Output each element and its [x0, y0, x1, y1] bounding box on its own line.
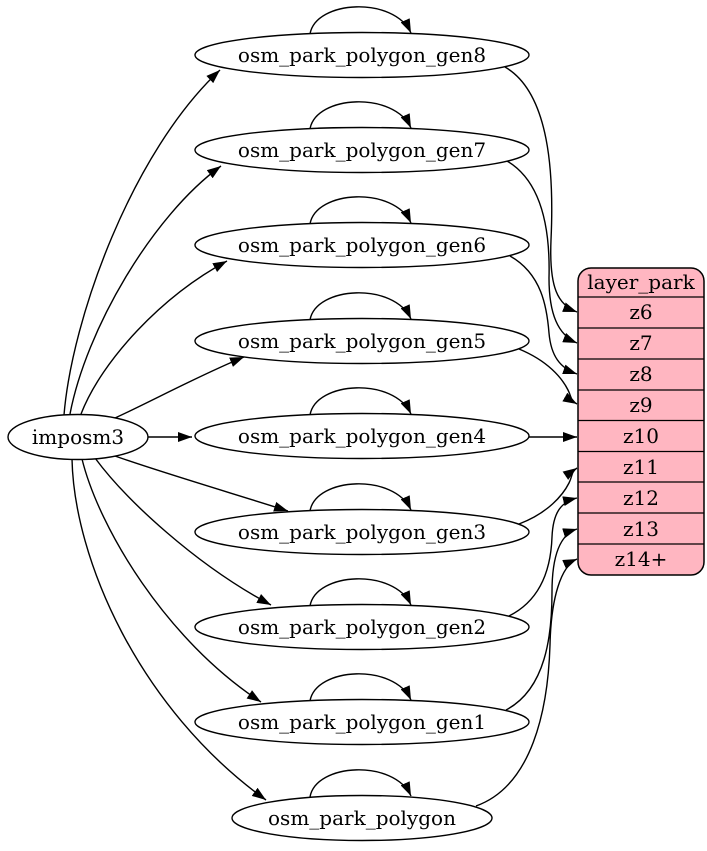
edge-imposm3-gen5	[114, 356, 245, 419]
imposm3-ellipse	[7, 413, 149, 461]
node-osm-park-polygon: osm_park_polygon	[231, 794, 493, 842]
self-loop-gen7	[309, 101, 412, 130]
gen4-label: osm_park_polygon_gen4	[238, 424, 486, 448]
row-label-z9: z9	[629, 393, 652, 417]
layer-park-title: layer_park	[587, 270, 695, 294]
gen1-label: osm_park_polygon_gen1	[238, 710, 486, 734]
node-osm-park-polygon-gen2: osm_park_polygon_gen2	[194, 603, 530, 651]
edge-imposm3-gen7	[69, 165, 222, 415]
gen2-ellipse	[194, 603, 530, 651]
self-loop-gen5	[309, 292, 412, 321]
row-label-z10: z10	[623, 424, 659, 448]
gen6-ellipse	[194, 221, 530, 269]
graph-nodes: imposm3 osm_park_polygon_gen8 osm_park_p…	[7, 31, 530, 842]
edge-gen6-z8	[509, 255, 578, 375]
gen3-label: osm_park_polygon_gen3	[238, 520, 486, 544]
gen1-ellipse	[194, 698, 530, 746]
row-label-z13: z13	[623, 517, 659, 541]
row-label-z11: z11	[623, 455, 659, 479]
self-loop-gen1	[309, 673, 412, 702]
edge-imposm3-gen1	[81, 458, 262, 703]
imposm3-label: imposm3	[32, 425, 124, 449]
gen4-ellipse	[194, 412, 530, 460]
gen5-label: osm_park_polygon_gen5	[238, 329, 486, 353]
gen8-ellipse	[194, 31, 530, 79]
row-label-z14plus: z14+	[615, 547, 668, 571]
edge-gen1-z13	[505, 528, 578, 711]
node-osm-park-polygon-gen6: osm_park_polygon_gen6	[194, 221, 530, 269]
polygon-ellipse	[231, 794, 493, 842]
gen8-label: osm_park_polygon_gen8	[238, 43, 486, 67]
edge-gen2-z12	[508, 496, 578, 617]
layer-park-table-dividers	[578, 296, 704, 545]
node-imposm3: imposm3	[7, 413, 149, 461]
gen5-ellipse	[194, 317, 530, 365]
edges-from-source	[63, 69, 289, 801]
edge-imposm3-gen8	[63, 69, 221, 416]
edge-gen8-z6	[504, 66, 578, 313]
node-osm-park-polygon-gen8: osm_park_polygon_gen8	[194, 31, 530, 79]
node-osm-park-polygon-gen1: osm_park_polygon_gen1	[194, 698, 530, 746]
layer-park-table: layer_park z6 z7 z8 z9 z10 z11 z12 z13 z…	[577, 267, 705, 576]
edge-imposm3-gen6	[80, 260, 228, 415]
node-osm-park-polygon-gen4: osm_park_polygon_gen4	[194, 412, 530, 460]
gen7-label: osm_park_polygon_gen7	[238, 138, 486, 162]
row-label-z6: z6	[629, 300, 652, 324]
edge-imposm3-gen3	[114, 455, 289, 512]
gen7-ellipse	[194, 126, 530, 174]
self-loop-polygon	[309, 769, 412, 798]
self-loop-gen3	[309, 483, 412, 512]
node-osm-park-polygon-gen3: osm_park_polygon_gen3	[194, 508, 530, 556]
self-loop-edges	[309, 6, 412, 798]
self-loop-gen6	[309, 196, 412, 225]
edge-gen5-z9	[518, 348, 578, 405]
edge-imposm3-gen2	[94, 457, 272, 606]
edge-imposm3-polygon	[71, 458, 267, 801]
row-label-z8: z8	[629, 362, 652, 386]
edges-to-layer	[475, 66, 578, 807]
gen2-label: osm_park_polygon_gen2	[238, 615, 486, 639]
gen6-label: osm_park_polygon_gen6	[238, 233, 486, 257]
self-loop-gen2	[309, 578, 412, 607]
polygon-label: osm_park_polygon	[268, 806, 456, 830]
node-osm-park-polygon-gen5: osm_park_polygon_gen5	[194, 317, 530, 365]
node-osm-park-polygon-gen7: osm_park_polygon_gen7	[194, 126, 530, 174]
edge-polygon-z14plus	[475, 558, 578, 807]
edge-gen3-z11	[518, 467, 578, 525]
self-loop-gen4	[309, 387, 412, 416]
self-loop-gen8	[309, 6, 412, 35]
gen3-ellipse	[194, 508, 530, 556]
layer-park-table-body	[577, 267, 705, 576]
row-label-z7: z7	[629, 331, 652, 355]
row-label-z12: z12	[623, 486, 659, 510]
edge-gen7-z7	[506, 160, 578, 344]
